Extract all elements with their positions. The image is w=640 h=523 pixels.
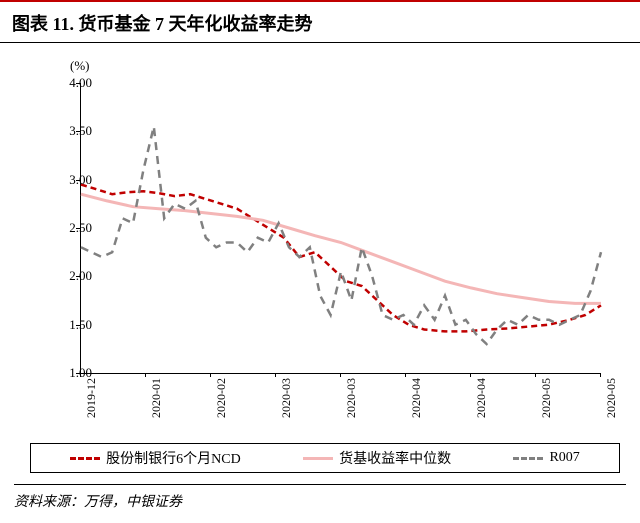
y-tick-mark <box>76 180 80 181</box>
title-bar: 图表 11. 货币基金 7 天年化收益率走势 <box>0 0 640 43</box>
line-plot-svg <box>81 83 601 373</box>
legend-swatch <box>70 457 100 460</box>
y-tick-mark <box>76 276 80 277</box>
x-tick-mark <box>210 373 211 377</box>
y-tick-label: 2.50 <box>52 220 92 236</box>
x-tick-mark <box>80 373 81 377</box>
series-line <box>81 194 601 303</box>
legend-label: 股份制银行6个月NCD <box>106 448 241 468</box>
chart-title: 图表 11. 货币基金 7 天年化收益率走势 <box>12 14 313 34</box>
legend-label: 货基收益率中位数 <box>339 448 451 468</box>
y-tick-label: 3.50 <box>52 123 92 139</box>
legend-swatch <box>513 457 543 460</box>
source-note: 资料来源：万得，中银证券 <box>14 484 626 511</box>
x-tick-mark <box>600 373 601 377</box>
legend-item: R007 <box>513 450 579 466</box>
y-tick-mark <box>76 228 80 229</box>
legend-swatch <box>303 457 333 460</box>
y-tick-mark <box>76 325 80 326</box>
x-tick-mark <box>145 373 146 377</box>
x-tick-label: 2020-03 <box>279 378 294 418</box>
legend-item: 股份制银行6个月NCD <box>70 448 241 468</box>
y-axis-unit: (%) <box>70 58 90 74</box>
x-tick-mark <box>405 373 406 377</box>
series-line <box>81 185 601 332</box>
y-tick-label: 3.00 <box>52 172 92 188</box>
x-tick-label: 2020-01 <box>149 378 164 418</box>
x-tick-mark <box>470 373 471 377</box>
plot-region <box>80 83 601 374</box>
x-tick-label: 2020-05 <box>539 378 554 418</box>
x-tick-label: 2020-05 <box>604 378 619 418</box>
legend-label: R007 <box>549 450 579 466</box>
legend: 股份制银行6个月NCD 货基收益率中位数 R007 <box>30 443 620 473</box>
series-line <box>81 127 601 345</box>
x-tick-label: 2020-03 <box>344 378 359 418</box>
x-tick-mark <box>535 373 536 377</box>
x-tick-mark <box>340 373 341 377</box>
y-tick-label: 4.00 <box>52 75 92 91</box>
x-tick-label: 2020-02 <box>214 378 229 418</box>
x-tick-label: 2019-12 <box>84 378 99 418</box>
y-tick-mark <box>76 83 80 84</box>
x-tick-mark <box>275 373 276 377</box>
y-tick-mark <box>76 131 80 132</box>
chart-area: (%) 1.001.502.002.503.003.504.002019-122… <box>20 53 620 453</box>
y-tick-label: 1.50 <box>52 317 92 333</box>
chart-figure: 图表 11. 货币基金 7 天年化收益率走势 (%) 1.001.502.002… <box>0 0 640 523</box>
y-tick-label: 2.00 <box>52 268 92 284</box>
x-tick-label: 2020-04 <box>474 378 489 418</box>
legend-item: 货基收益率中位数 <box>303 448 451 468</box>
x-tick-label: 2020-04 <box>409 378 424 418</box>
